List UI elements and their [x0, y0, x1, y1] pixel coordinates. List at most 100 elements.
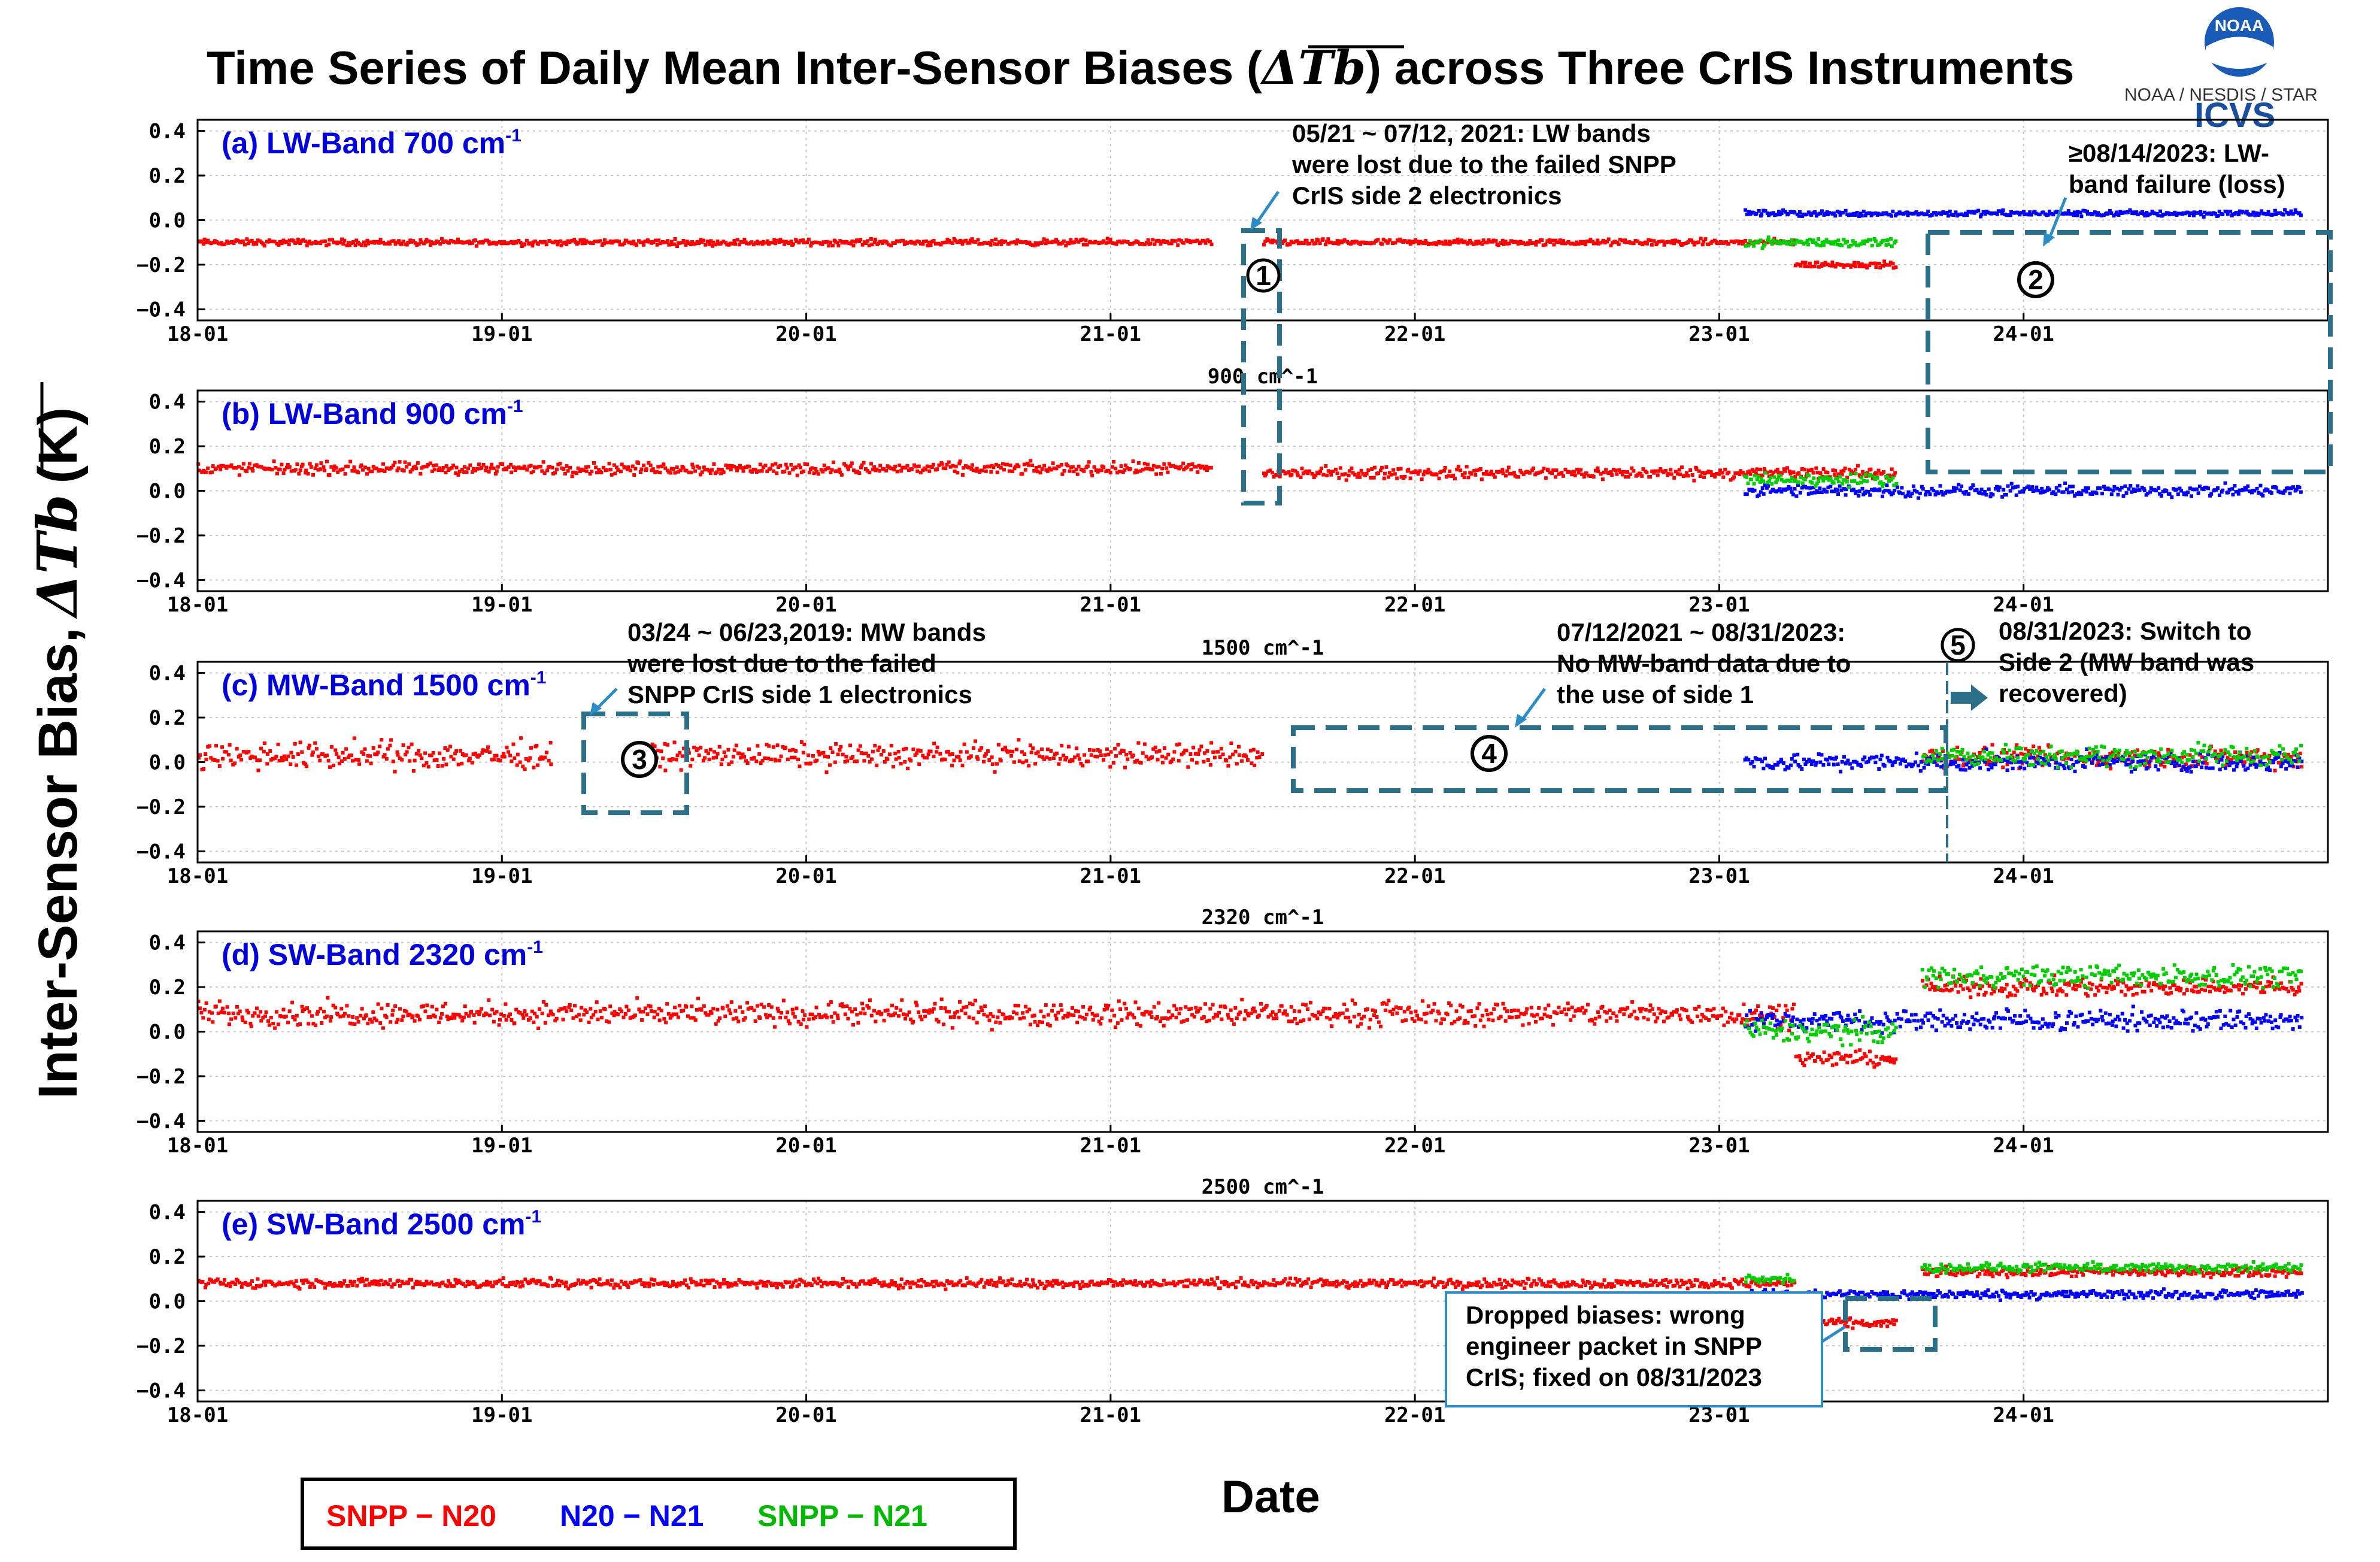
data-point — [1856, 464, 1860, 468]
data-point — [851, 468, 856, 473]
data-point — [1988, 756, 1993, 760]
data-point — [913, 753, 917, 757]
data-point — [905, 241, 909, 245]
data-point — [2163, 756, 2167, 760]
data-point — [956, 471, 960, 475]
data-point — [711, 1007, 715, 1011]
data-point — [714, 755, 718, 759]
data-point — [990, 1028, 994, 1032]
data-point — [1092, 748, 1096, 752]
data-point — [1844, 761, 1848, 764]
data-point — [391, 464, 395, 468]
data-point — [1932, 760, 1936, 764]
data-point — [846, 1016, 850, 1021]
data-point — [872, 240, 877, 244]
data-point — [1224, 759, 1229, 762]
data-point — [1810, 481, 1814, 485]
data-point — [405, 750, 409, 754]
data-point — [456, 240, 460, 244]
data-point — [902, 747, 906, 752]
data-point — [2092, 750, 2096, 754]
data-point — [791, 747, 795, 752]
x-tick-label: 24-01 — [1993, 1134, 2054, 1158]
data-point — [1335, 239, 1339, 243]
data-point — [426, 765, 430, 769]
data-point — [2267, 760, 2272, 764]
data-point — [953, 1011, 957, 1015]
data-point — [1191, 746, 1196, 750]
data-point — [1157, 239, 1162, 243]
data-point — [1954, 755, 1958, 759]
data-point — [247, 466, 251, 470]
data-point — [830, 468, 834, 472]
data-point — [2266, 210, 2270, 214]
data-point — [690, 1004, 694, 1009]
data-point — [2280, 758, 2284, 762]
data-point — [1045, 238, 1049, 243]
data-point — [1809, 213, 1814, 217]
data-point — [1885, 238, 1890, 242]
data-point — [526, 758, 530, 762]
data-point — [1776, 761, 1781, 765]
data-point — [1058, 757, 1062, 761]
data-point — [690, 462, 695, 467]
data-point — [2066, 491, 2070, 495]
data-point — [1774, 480, 1778, 485]
data-point — [2195, 487, 2199, 491]
x-tick-label: 24-01 — [1993, 322, 2054, 346]
data-point — [739, 756, 743, 760]
data-point — [1377, 471, 1380, 476]
data-point — [1300, 467, 1304, 471]
data-point — [2228, 753, 2232, 757]
data-point — [862, 759, 866, 763]
data-point — [1162, 1024, 1166, 1028]
data-point — [624, 1004, 629, 1009]
data-point — [1029, 459, 1033, 463]
data-point — [1699, 237, 1703, 241]
data-point — [999, 242, 1003, 246]
data-point — [1366, 241, 1371, 245]
data-point — [786, 757, 790, 761]
data-point — [2178, 764, 2182, 767]
data-point — [1866, 238, 1870, 242]
data-point — [757, 469, 761, 473]
data-point — [1144, 755, 1148, 759]
data-point — [901, 238, 905, 243]
data-point — [610, 473, 614, 477]
data-point — [572, 238, 577, 241]
data-point — [2265, 212, 2269, 216]
data-point — [332, 468, 336, 472]
data-point — [2217, 210, 2221, 214]
data-point — [570, 474, 574, 479]
data-point — [1836, 492, 1840, 496]
data-point — [559, 239, 563, 243]
data-point — [1852, 471, 1856, 475]
data-point — [1139, 761, 1143, 765]
data-point — [2054, 486, 2058, 490]
data-point — [1573, 473, 1577, 477]
data-point — [1302, 241, 1306, 246]
data-point — [1950, 489, 1953, 494]
data-point — [220, 745, 224, 749]
data-point — [1809, 491, 1814, 495]
data-point — [1401, 240, 1405, 244]
data-point — [735, 468, 739, 473]
data-point — [995, 470, 999, 474]
data-point — [416, 1014, 420, 1018]
data-point — [1023, 752, 1026, 756]
data-point — [2175, 761, 2179, 765]
data-point — [1012, 760, 1016, 764]
data-point — [1761, 492, 1766, 496]
data-point — [971, 468, 975, 473]
data-point — [583, 241, 587, 246]
data-point — [1817, 752, 1821, 756]
data-point — [1750, 759, 1754, 764]
data-point — [895, 470, 899, 474]
data-point — [266, 752, 269, 756]
plot-frame — [196, 661, 2329, 864]
data-point — [2158, 209, 2163, 213]
data-point — [343, 472, 347, 476]
data-point — [1194, 761, 1199, 765]
data-point — [217, 764, 222, 768]
data-point — [1257, 755, 1262, 759]
